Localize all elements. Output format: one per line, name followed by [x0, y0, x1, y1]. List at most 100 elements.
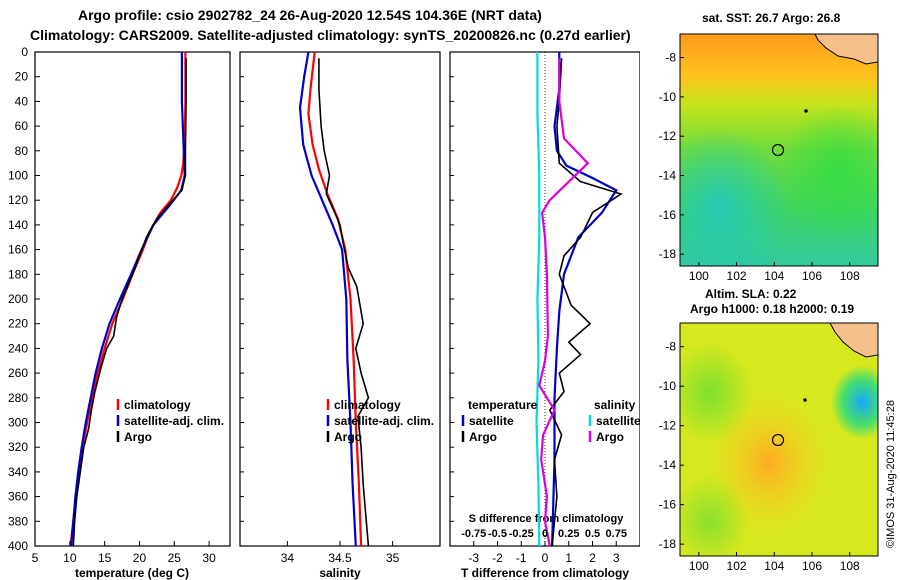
s-diff-tick-label: 0.75	[606, 528, 627, 540]
sst-map-title: sat. SST: 26.7 Argo: 26.8	[702, 11, 841, 25]
christmas-island	[803, 398, 807, 402]
salinity-panel-frame	[239, 51, 441, 547]
x-tick-label: 1	[565, 551, 572, 565]
lat-tick-label: -12	[659, 129, 677, 143]
depth-tick-label: 280	[8, 391, 28, 405]
legend-label: satellite-adj. clim.	[334, 414, 434, 428]
sst-anomaly-east	[680, 34, 878, 266]
sst-map: 100 102 104 106 108 -8 -10 -12 -14 -16 -18	[659, 33, 879, 283]
legend-label: satellite	[596, 414, 640, 428]
sla-map-title-2: Argo h1000: 0.18 h2000: 0.19	[690, 302, 855, 316]
x-tick-label: 34.5	[328, 551, 352, 565]
argo-position-marker	[771, 433, 785, 447]
lat-tick-label: -14	[659, 169, 677, 183]
lat-tick-label: -10	[659, 379, 677, 393]
depth-tick-label: 320	[8, 440, 28, 454]
depth-tick-label: 200	[8, 292, 28, 306]
x-tick-label: 25	[168, 551, 182, 565]
legend-title-temperature: temperature	[468, 398, 538, 412]
depth-tick-label: 60	[15, 119, 29, 133]
x-tick-label: 15	[98, 551, 112, 565]
lat-tick-label: -14	[659, 458, 677, 472]
profile-charts: temperature (deg C) salinity T differenc…	[8, 45, 640, 580]
x-tick-label: 20	[133, 551, 147, 565]
depth-tick-label: 220	[8, 317, 28, 331]
lon-tick-label: 108	[840, 559, 860, 573]
depth-tick-label: 240	[8, 341, 28, 355]
depth-tick-label: 360	[8, 490, 28, 504]
imos-credit: ©IMOS 31-Aug-2020 11:45:28	[885, 400, 897, 548]
series-argo	[72, 58, 187, 547]
depth-tick-label: 400	[8, 539, 28, 553]
depth-tick-label: 40	[15, 94, 29, 108]
series-satellite-adj-clim	[298, 51, 357, 547]
x-tick-label: -3	[468, 551, 479, 565]
depth-tick-label: 260	[8, 366, 28, 380]
lat-tick-label: -16	[659, 498, 677, 512]
depth-tick-label: 100	[8, 169, 28, 183]
s-diff-tick-label: 0.25	[558, 528, 579, 540]
series-temperature-satellite	[551, 52, 618, 547]
x-tick-label: 3	[613, 551, 620, 565]
x-tick-label: 0	[542, 551, 549, 565]
lon-tick-label: 104	[764, 269, 784, 283]
lat-tick-label: -12	[659, 419, 677, 433]
x-tick-label: -1	[516, 551, 527, 565]
lon-tick-label: 106	[802, 559, 822, 573]
lon-tick-label: 102	[727, 269, 747, 283]
series-temperature-argo	[548, 58, 623, 547]
lon-tick-label: 102	[727, 559, 747, 573]
sla-map-title-1: Altim. SLA: 0.22	[705, 287, 797, 301]
depth-tick-label: 0	[21, 45, 28, 59]
x-tick-label: 10	[63, 551, 77, 565]
s-diff-tick-label: 0	[542, 528, 548, 540]
christmas-island	[804, 109, 808, 113]
s-diff-tick-label: -0.25	[509, 528, 534, 540]
depth-tick-label: 180	[8, 267, 28, 281]
series-argo	[318, 58, 370, 547]
legend-label: Argo	[124, 430, 152, 444]
depth-tick-label: 300	[8, 416, 28, 430]
legend-label: Argo	[469, 430, 497, 444]
lon-tick-label: 100	[689, 559, 709, 573]
legend-label: satellite-adj. clim.	[124, 414, 224, 428]
sla-map-frame	[679, 322, 879, 557]
s-diff-tick-label: -0.75	[461, 528, 486, 540]
depth-tick-label: 380	[8, 514, 28, 528]
legend-label: Argo	[334, 430, 362, 444]
legend-label: satellite	[469, 414, 514, 428]
lon-tick-label: 104	[764, 559, 784, 573]
legend-label: Argo	[596, 430, 624, 444]
series-salinity-satellite	[535, 52, 541, 547]
depth-tick-label: 340	[8, 465, 28, 479]
argo-position-marker	[771, 143, 785, 157]
s-diff-tick-label: -0.5	[488, 528, 507, 540]
depth-tick-label: 80	[15, 144, 29, 158]
lat-tick-label: -16	[659, 208, 677, 222]
lat-tick-label: -8	[665, 340, 676, 354]
title-line-1: Argo profile: csio 2902782_24 26-Aug-202…	[78, 7, 542, 23]
salinity-xlabel: salinity	[319, 566, 361, 580]
lat-tick-label: -8	[665, 51, 676, 65]
legend-label: climatology	[334, 398, 401, 412]
lon-tick-label: 108	[840, 269, 860, 283]
sst-map-frame	[679, 33, 879, 267]
sla-green-south	[680, 323, 878, 556]
x-tick-label: 34	[281, 551, 295, 565]
x-tick-label: 30	[202, 551, 216, 565]
depth-tick-label: 160	[8, 243, 28, 257]
legend-label: climatology	[124, 398, 191, 412]
depth-tick-label: 20	[15, 70, 29, 84]
temperature-xlabel: temperature (deg C)	[75, 566, 189, 580]
s-diff-tick-label: 0.5	[585, 528, 600, 540]
lon-tick-label: 106	[802, 269, 822, 283]
depth-tick-label: 120	[8, 193, 28, 207]
x-tick-label: 5	[32, 551, 39, 565]
x-tick-label: 35	[386, 551, 400, 565]
x-tick-label: -2	[492, 551, 503, 565]
x-tick-label: 2	[589, 551, 596, 565]
depth-tick-label: 140	[8, 218, 28, 232]
s-difference-label: S difference from climatology	[469, 513, 625, 525]
temperature-panel-frame	[34, 51, 231, 547]
sla-map: 100 102 104 106 108 -8 -10 -12 -14 -16 -18	[659, 322, 879, 573]
